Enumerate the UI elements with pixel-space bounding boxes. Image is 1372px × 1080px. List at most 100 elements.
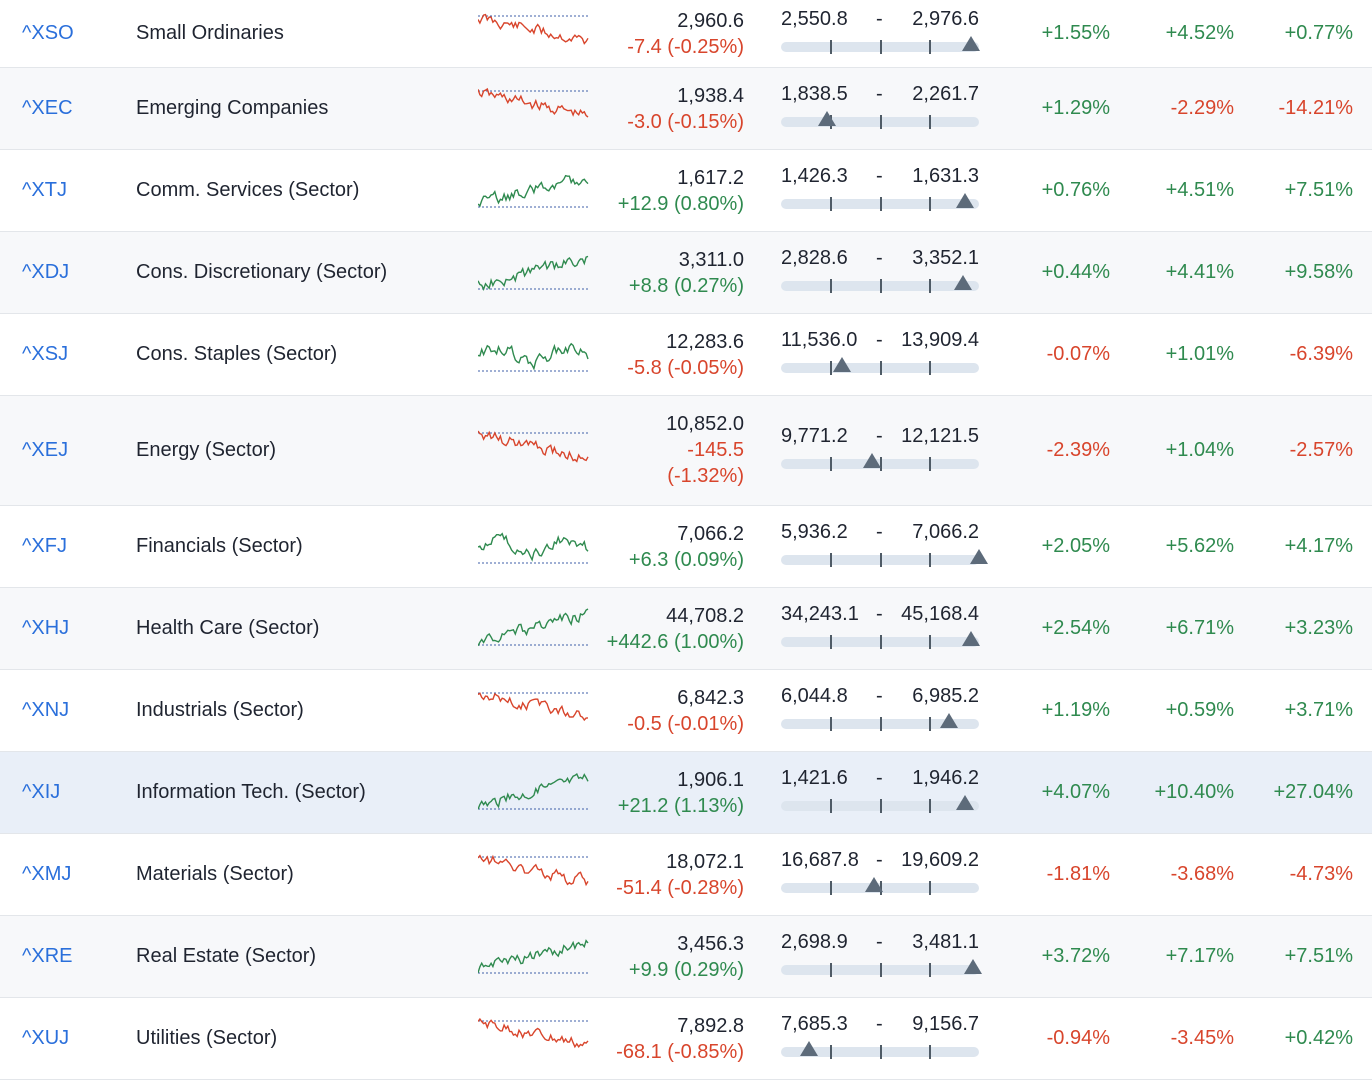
price-change: +21.2 (1.13%) [617,795,744,817]
table-row[interactable]: ^XHJ Health Care (Sector) 44,708.2 +442.6 (… [0,588,1372,670]
range-tick [880,963,882,977]
range-bar [781,453,979,471]
range-tick [880,799,882,813]
range-tick [880,635,882,649]
pct-p3: -14.21% [1278,97,1354,119]
last-price: 2,960.6 [677,10,744,32]
pct-p1: -0.94% [1046,1027,1110,1049]
symbol-link[interactable]: ^XNJ [22,699,70,721]
range-tick [929,197,931,211]
range-low: 1,421.6 [781,767,848,789]
range-high: 45,168.4 [901,603,979,625]
symbol-link[interactable]: ^XHJ [22,617,70,639]
index-name: Utilities (Sector) [136,1027,278,1049]
table-row[interactable]: ^XDJ Cons. Discretionary (Sector) 3,311.0 +… [0,232,1372,314]
range-bar [781,193,979,211]
range-bar [781,549,988,567]
day-range: 7,685.3 - 9,156.7 [781,1013,981,1065]
sparkline-chart [478,771,590,815]
table-row[interactable]: ^XFJ Financials (Sector) 7,066.2 +6.3 (0.09… [0,506,1372,588]
symbol-link[interactable]: ^XIJ [22,781,61,803]
range-separator: - [876,603,883,625]
range-tick [830,279,832,293]
table-row[interactable]: ^XEJ Energy (Sector) 10,852.0 -145.5 (-1.32%… [0,396,1372,506]
last-price: 1,938.4 [677,85,744,107]
price-block: 12,283.6 -5.8 (-0.05%) [627,329,744,381]
sparkline-path [478,608,589,647]
table-row[interactable]: ^XSO Small Ordinaries 2,960.6 -7.4 (-0.25%)… [0,0,1372,68]
range-low: 9,771.2 [781,425,848,447]
pct-p3: -6.39% [1289,343,1353,365]
range-tick [880,1045,882,1059]
range-tick [830,40,832,54]
table-row[interactable]: ^XSJ Cons. Staples (Sector) 12,283.6 -5.8 (… [0,314,1372,396]
range-tick [929,553,931,567]
day-range: 5,936.2 - 7,066.2 [781,521,988,573]
range-separator: - [876,521,883,543]
table-row[interactable]: ^XIJ Information Tech. (Sector) 1,906.1 +21… [0,752,1372,834]
range-tick [929,799,931,813]
symbol-link[interactable]: ^XEJ [22,439,69,461]
range-high: 1,631.3 [912,165,979,187]
range-tick [880,717,882,731]
price-block: 1,906.1 +21.2 (1.13%) [618,767,744,819]
symbol-link[interactable]: ^XFJ [22,535,67,557]
price-change: +9.9 (0.29%) [628,959,744,981]
range-bar [781,275,979,293]
symbol-link[interactable]: ^XMJ [22,863,72,885]
pct-p2: +5.62% [1165,535,1234,557]
table-row[interactable]: ^XTJ Comm. Services (Sector) 1,617.2 +12.9 … [0,150,1372,232]
sparkline-path [478,692,589,722]
pct-p2: +0.59% [1165,699,1234,721]
day-range: 11,536.0-13,909.4 [781,329,981,381]
range-bar [781,631,981,649]
last-price: 3,311.0 [678,249,744,271]
range-marker [865,877,884,892]
sparkline-chart [478,689,590,733]
price-change: -7.4 (-0.25%) [627,36,744,58]
symbol-link[interactable]: ^XEC [22,97,73,119]
symbol-link[interactable]: ^XDJ [22,261,70,283]
pct-p1: +1.19% [1041,699,1110,721]
price-block: 2,960.6 -7.4 (-0.25%) [627,8,744,60]
pct-p2: -2.29% [1170,97,1234,119]
table-row[interactable]: ^XNJ Industrials (Sector) 6,842.3 -0.5 (-0.… [0,670,1372,752]
range-separator: - [876,767,883,789]
table-row[interactable]: ^XMJ Materials (Sector) 18,072.1 -51.4 (-0.… [0,834,1372,916]
day-range: 2,698.9 - 3,481.1 [781,931,983,983]
range-high: 9,156.7 [912,1013,979,1035]
range-marker [962,631,981,646]
day-range: 1,838.5 - 2,261.7 [781,83,981,135]
sparkline-path [478,255,589,292]
symbol-link[interactable]: ^XSJ [22,343,69,365]
range-low: 1,426.3 [781,165,848,187]
price-block: 18,072.1 -51.4 (-0.28%) [616,849,744,901]
last-price: 7,066.2 [677,523,744,545]
range-high: 2,261.7 [912,83,979,105]
range-tick [830,717,832,731]
symbol-link[interactable]: ^XSO [22,22,74,44]
symbol-link[interactable]: ^XTJ [22,179,67,201]
range-bar [781,713,979,731]
range-low: 7,685.3 [781,1013,848,1035]
symbol-link[interactable]: ^XRE [22,945,73,967]
range-bar [781,877,979,895]
index-name: Information Tech. (Sector) [136,781,366,803]
sparkline-path [478,430,589,463]
index-name: Materials (Sector) [136,863,294,885]
pct-p1: +1.29% [1041,97,1110,119]
pct-p1: -1.81% [1046,863,1110,885]
pct-p3: -4.73% [1289,863,1353,885]
table-row[interactable]: ^XRE Real Estate (Sector) 3,456.3 +9.9 (0.2… [0,916,1372,998]
range-bar [781,795,979,813]
range-bar [781,36,981,54]
pct-p3: +0.42% [1284,1027,1353,1049]
pct-p2: +4.51% [1165,179,1234,201]
range-tick [929,361,931,375]
range-high: 3,352.1 [912,247,979,269]
pct-p2: +6.71% [1165,617,1234,639]
pct-p1: +2.05% [1041,535,1110,557]
symbol-link[interactable]: ^XUJ [22,1027,70,1049]
table-row[interactable]: ^XEC Emerging Companies 1,938.4 -3.0 (-0.15… [0,68,1372,150]
